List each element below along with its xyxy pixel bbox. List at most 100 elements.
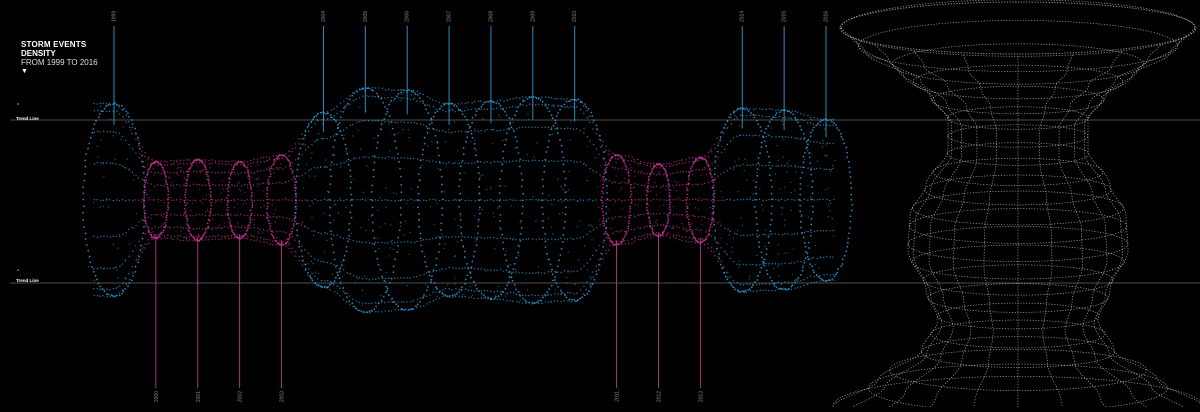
scatter-point — [764, 245, 766, 248]
ring-point-2010 — [590, 111, 593, 114]
ring-point-2010 — [555, 115, 558, 117]
contour-point — [198, 183, 201, 186]
contour-point — [627, 239, 629, 241]
contour-point — [384, 88, 387, 91]
contour-point — [612, 152, 614, 154]
scatter-point — [117, 247, 119, 249]
vase-rim — [839, 1, 1197, 55]
scatter-point — [325, 159, 327, 161]
contour-point — [454, 198, 457, 201]
contour-point — [819, 229, 822, 232]
contour-point — [618, 198, 620, 201]
contour-point — [180, 214, 182, 217]
ring-point-2004 — [335, 120, 337, 123]
contour-point — [381, 199, 383, 202]
contour-point — [326, 199, 329, 201]
ring-point-2000 — [165, 219, 168, 222]
contour-point — [217, 163, 220, 165]
contour-point — [620, 181, 623, 184]
contour-point — [444, 131, 447, 133]
contour-point — [685, 240, 687, 243]
contour-point — [115, 131, 117, 134]
contour-point — [777, 165, 780, 167]
ring-point-2014 — [730, 284, 733, 287]
contour-point — [528, 301, 530, 304]
ring-point-2002 — [251, 201, 254, 204]
ring-point-2013 — [686, 196, 689, 199]
ring-point-2004 — [333, 280, 336, 283]
contour-point — [342, 298, 345, 301]
ring-point-2007 — [471, 137, 474, 139]
scatter-point — [567, 251, 569, 253]
contour-point — [509, 270, 511, 273]
contour-point — [173, 226, 176, 228]
scatter-point — [562, 212, 564, 214]
contour-point — [276, 230, 278, 233]
contour-point — [281, 243, 283, 245]
year-label-2010: 2010 — [572, 11, 578, 22]
ring-point-2007 — [465, 118, 468, 121]
ring-point-2001 — [209, 210, 212, 213]
contour-point — [572, 238, 575, 241]
ring-point-2004 — [307, 123, 310, 125]
scatter-point — [378, 248, 380, 250]
ring-point-2007 — [418, 173, 420, 176]
contour-point — [234, 234, 236, 236]
scatter-point — [377, 209, 379, 211]
contour-point — [97, 294, 99, 297]
ring-point-2001 — [209, 212, 212, 215]
contour-point — [759, 289, 761, 292]
ring-point-2013 — [687, 182, 690, 185]
contour-point — [796, 137, 799, 140]
contour-point — [688, 199, 691, 201]
scatter-point — [633, 186, 636, 189]
contour-point — [144, 155, 146, 158]
contour-point — [259, 214, 262, 217]
density-points — [82, 86, 854, 314]
ring-point-2000 — [147, 230, 150, 233]
contour-point — [551, 105, 553, 107]
contour-point — [339, 295, 341, 297]
scatter-point — [749, 275, 751, 277]
ring-point-2016 — [810, 131, 812, 134]
ring-point-2009 — [560, 144, 563, 147]
ring-point-2005 — [346, 102, 349, 105]
contour-point — [141, 146, 144, 148]
contour-point — [166, 161, 168, 163]
ring-point-2001 — [185, 185, 187, 187]
ring-point-2005 — [370, 88, 373, 91]
contour-point — [655, 232, 658, 234]
contour-point — [765, 108, 767, 111]
scatter-point — [613, 180, 616, 182]
contour-point — [646, 162, 649, 164]
ring-point-2009 — [505, 138, 507, 141]
contour-point — [246, 198, 248, 201]
contour-point — [791, 233, 793, 236]
contour-point — [659, 198, 661, 201]
contour-point — [515, 238, 517, 241]
contour-point — [199, 199, 201, 202]
contour-point — [496, 160, 499, 163]
contour-point — [688, 170, 690, 173]
contour-point — [425, 271, 428, 274]
scatter-point — [667, 207, 669, 210]
contour-point — [269, 198, 271, 201]
contour-point — [397, 199, 400, 202]
contour-point — [534, 96, 537, 99]
scatter-point — [162, 223, 164, 225]
contour-point — [365, 241, 367, 243]
ring-point-2008 — [471, 121, 474, 124]
contour-point — [570, 237, 572, 240]
contour-point — [362, 95, 364, 97]
contour-point — [407, 199, 409, 202]
scatter-point — [167, 176, 170, 179]
contour-point — [461, 296, 464, 298]
scatter-point — [152, 231, 154, 233]
ring-point-2011 — [609, 159, 611, 161]
scatter-point — [588, 224, 590, 227]
contour-point — [774, 262, 777, 265]
contour-point — [599, 224, 601, 226]
contour-point — [269, 239, 271, 241]
contour-point — [832, 124, 834, 126]
contour-point — [397, 277, 399, 279]
